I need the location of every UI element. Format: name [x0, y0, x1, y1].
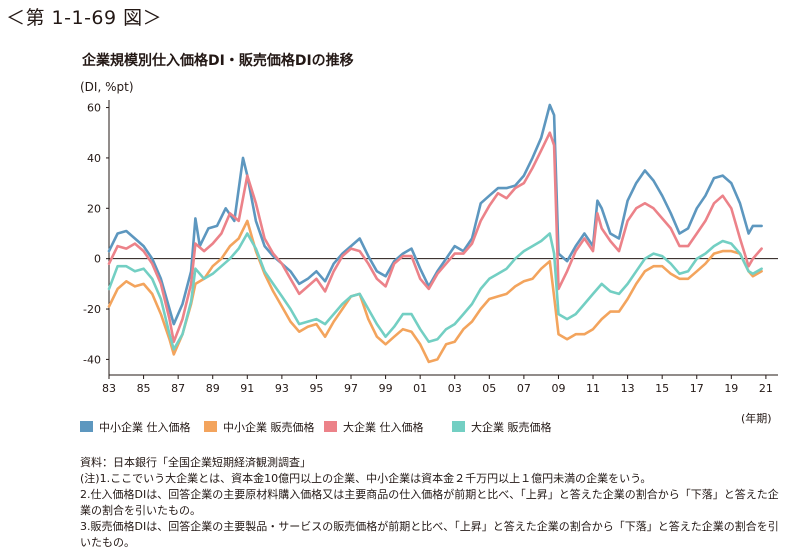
x-tick-label: 15 [655, 382, 669, 395]
y-tick-label: 20 [87, 202, 101, 215]
series-line-1 [107, 103, 763, 326]
x-tick-label: 17 [690, 382, 704, 395]
legend-label: 大企業 販売価格 [471, 421, 552, 434]
x-tick-label: 13 [621, 382, 635, 395]
x-tick-label: 83 [102, 382, 116, 395]
y-axis-label: (DI, %pt) [80, 80, 134, 94]
figure-label: ＜第 1-1-69 図＞ [6, 7, 163, 29]
y-tick-label: 0 [94, 253, 101, 266]
legend-swatch-sme-purchase [80, 421, 93, 432]
x-tick-label: 01 [413, 382, 427, 395]
x-tick-label: 03 [448, 382, 462, 395]
x-tick-label: 05 [482, 382, 496, 395]
series-line-2 [107, 219, 763, 364]
legend-swatch-large-purchase [324, 421, 337, 432]
y-tick-label: 60 [87, 102, 101, 115]
legend-item-sme-selling: 中小企業 販売価格 [204, 419, 315, 435]
x-tick-label: 93 [275, 382, 289, 395]
series-line-3 [107, 131, 763, 344]
y-tick-label: -40 [83, 353, 101, 366]
legend-item-large-selling: 大企業 販売価格 [452, 419, 552, 435]
legend-label: 中小企業 販売価格 [223, 421, 315, 434]
y-tick-label: 40 [87, 152, 101, 165]
y-tick-label: -20 [83, 303, 101, 316]
legend-item-sme-purchase: 中小企業 仕入価格 [80, 419, 191, 435]
legend-swatch-large-selling [452, 421, 465, 432]
note-1: (注)1.ここでいう大企業とは、資本金10億円以上の企業、中小企業は資本金２千万… [80, 472, 652, 485]
x-tick-label: 99 [379, 382, 393, 395]
legend-item-large-purchase: 大企業 仕入価格 [324, 419, 424, 435]
x-tick-label: 21 [759, 382, 773, 395]
legend-swatch-sme-selling [204, 421, 217, 432]
legend-label: 大企業 仕入価格 [343, 421, 424, 434]
series-line-4 [107, 232, 763, 351]
source-note: 資料：日本銀行「全国企業短期経済観測調査」 [80, 456, 311, 469]
x-tick-label: 95 [309, 382, 323, 395]
notes: 資料：日本銀行「全国企業短期経済観測調査」 (注)1.ここでいう大企業とは、資本… [80, 455, 780, 551]
x-axis-label: (年期) [741, 412, 772, 425]
line-chart: -40 -20 0 20 40 60 83 85 87 89 91 93 95 97 99 01 03 05 07 0… [83, 100, 778, 395]
x-tick-label: 87 [171, 382, 185, 395]
note-2: 2.仕入価格DIは、回答企業の主要原材料購入価格又は主要商品の仕入価格が前期と比… [80, 488, 779, 517]
x-tick-label: 91 [240, 382, 254, 395]
legend-label: 中小企業 仕入価格 [99, 421, 191, 434]
x-tick-label: 11 [586, 382, 600, 395]
x-tick-label: 89 [206, 382, 220, 395]
chart-title: 企業規模別仕入価格DI・販売価格DIの推移 [82, 53, 354, 69]
x-tick-label: 97 [344, 382, 358, 395]
x-tick-label: 07 [517, 382, 531, 395]
x-tick-label: 09 [551, 382, 565, 395]
x-tick-label: 85 [137, 382, 151, 395]
x-tick-label: 19 [724, 382, 738, 395]
note-3: 3.販売価格DIは、回答企業の主要製品・サービスの販売価格が前期と比べ、「上昇」… [80, 520, 779, 549]
